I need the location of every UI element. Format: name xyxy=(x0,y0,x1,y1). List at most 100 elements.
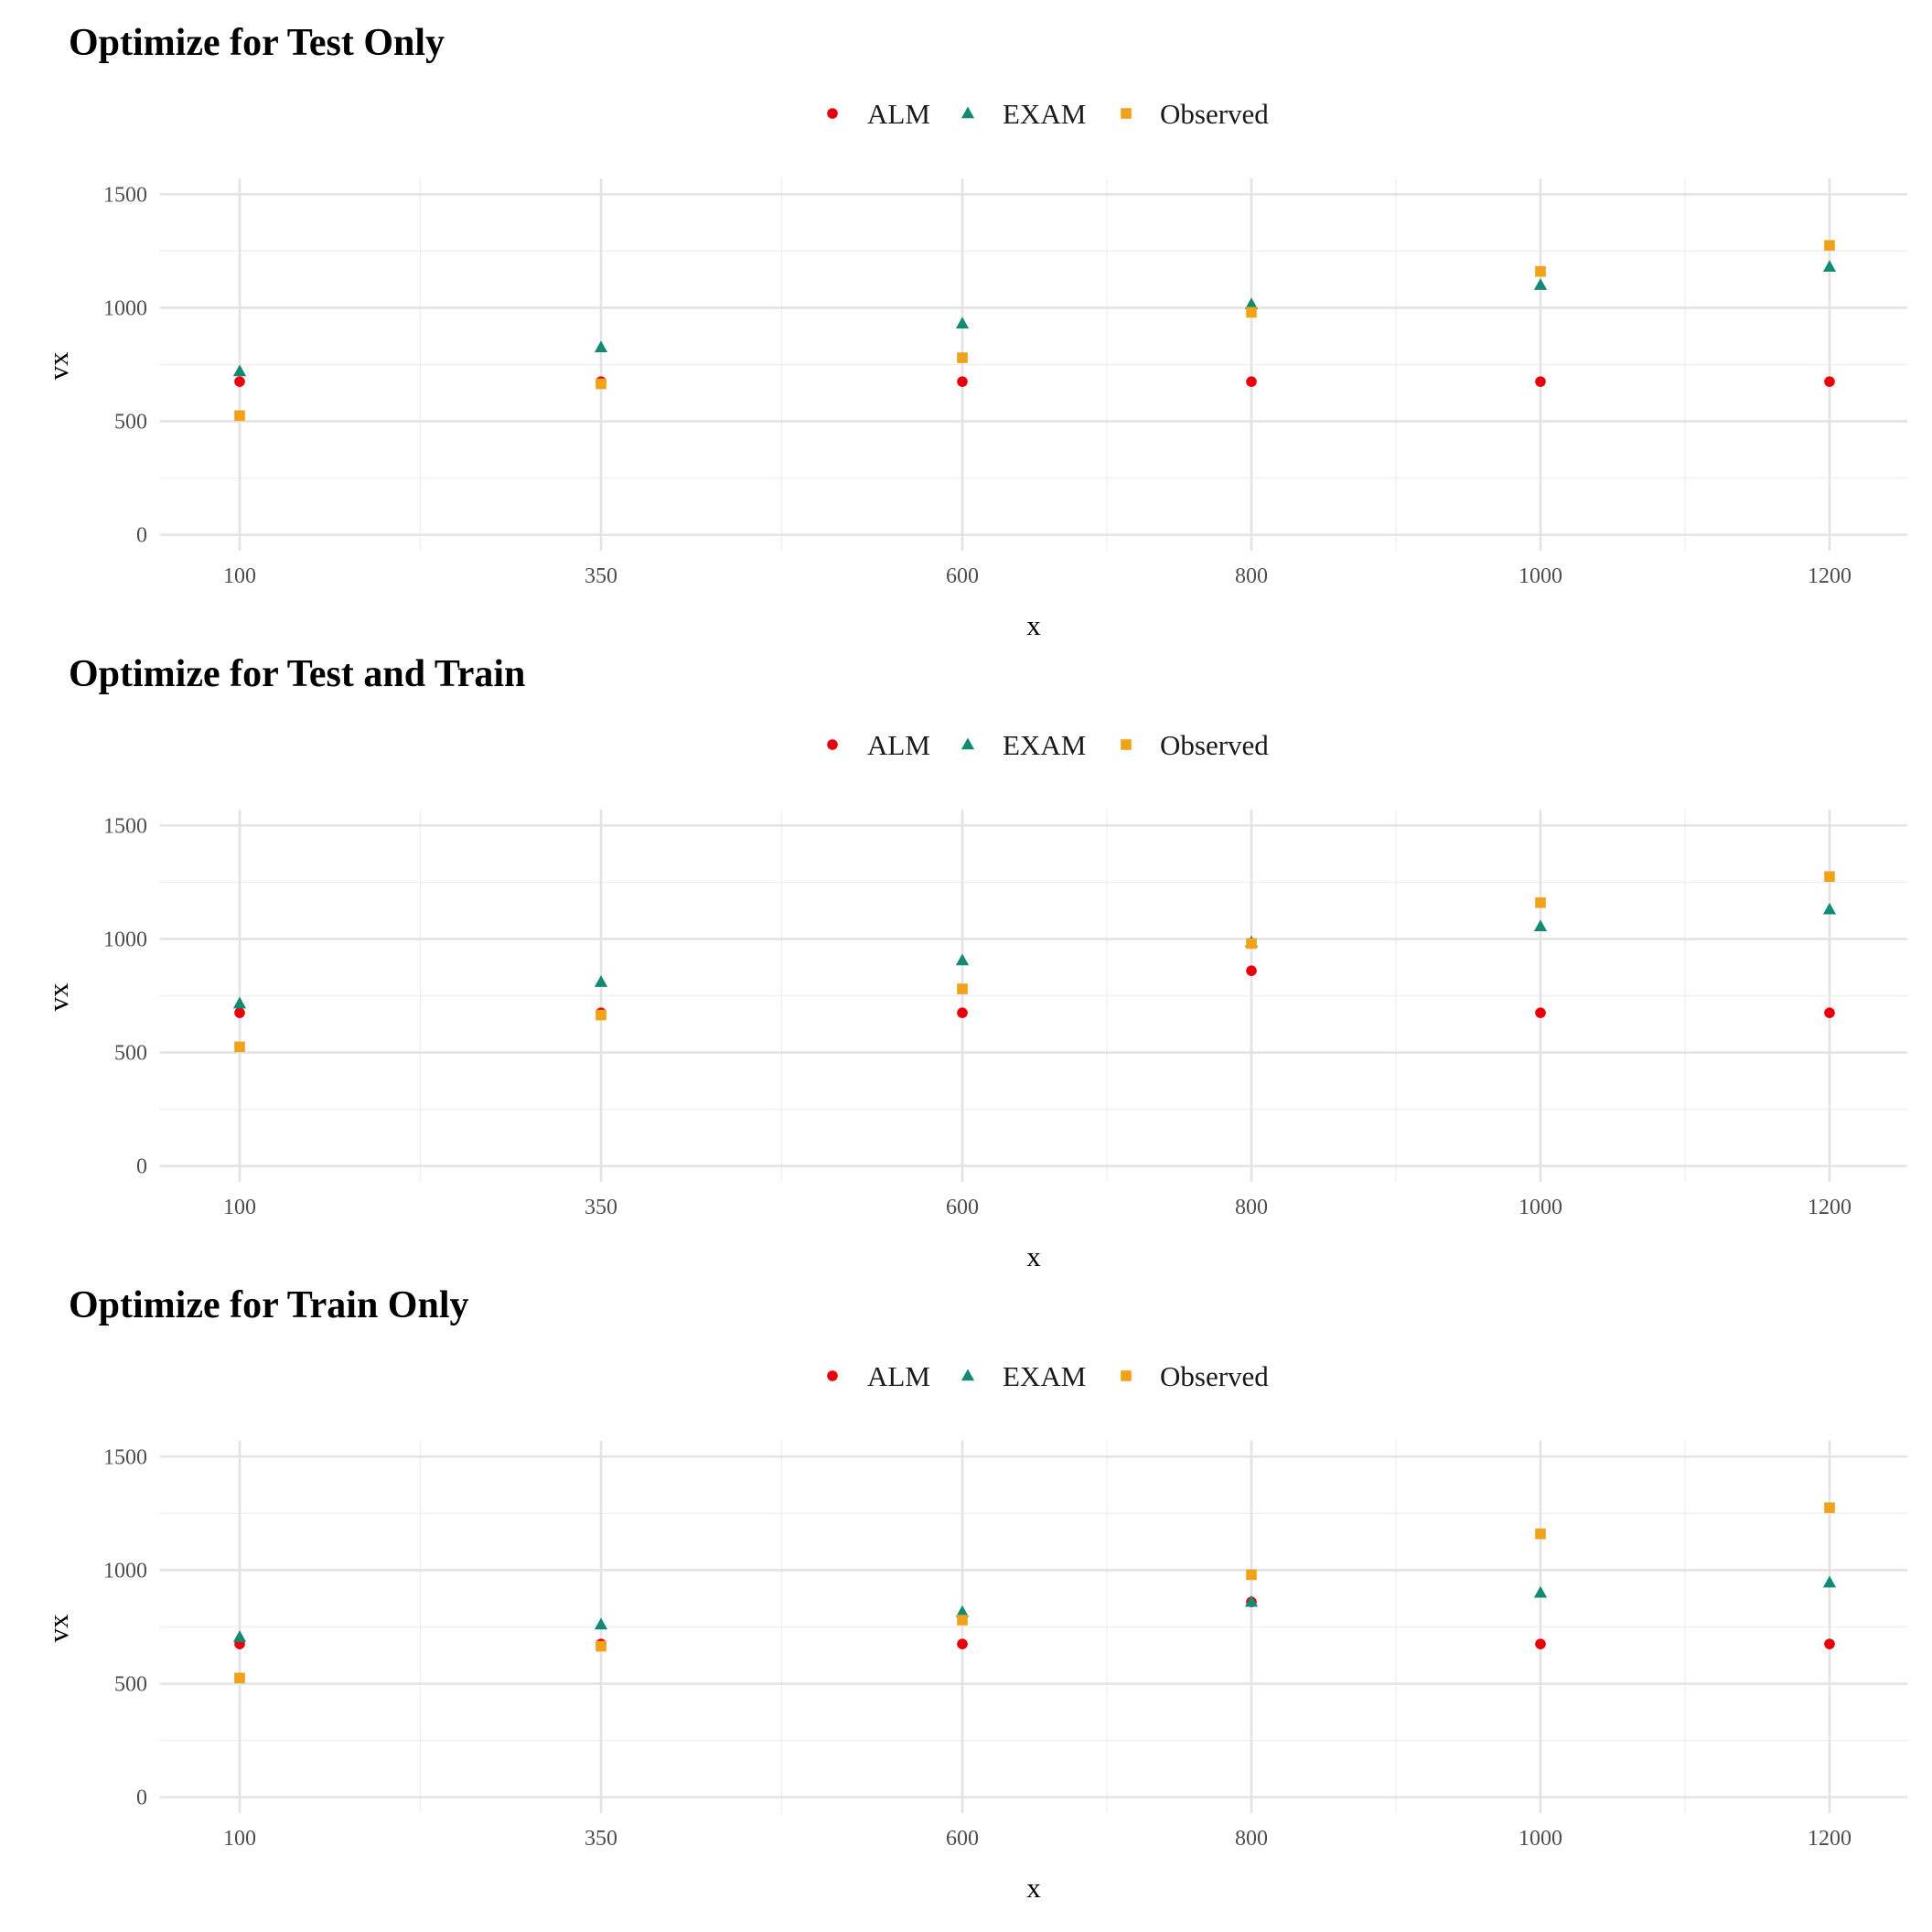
data-points xyxy=(232,240,1837,422)
point-exam xyxy=(1244,1594,1259,1607)
y-tick-label: 1500 xyxy=(103,183,147,207)
legend-item-exam: EXAM xyxy=(961,729,1086,761)
point-alm xyxy=(1824,1007,1835,1018)
series-observed xyxy=(234,1502,1835,1684)
point-alm xyxy=(1535,1638,1546,1649)
point-exam xyxy=(232,1630,247,1642)
chart-panel-2: Optimize for Test and Train ALM EXAM Observ… xyxy=(42,653,1907,1272)
point-alm xyxy=(957,376,968,387)
legend-item-observed: Observed xyxy=(1121,98,1269,130)
point-exam xyxy=(1822,260,1837,273)
point-alm xyxy=(957,1007,968,1018)
gridlines xyxy=(160,810,1907,1182)
x-tick-label: 800 xyxy=(1235,1196,1268,1219)
legend-label: ALM xyxy=(867,729,930,761)
y-tick-label: 1000 xyxy=(103,1559,147,1583)
point-alm xyxy=(234,1007,245,1018)
y-tick-label: 1000 xyxy=(103,928,147,951)
y-tick-label: 0 xyxy=(136,1787,147,1810)
x-axis-label: x xyxy=(1026,1872,1041,1904)
point-exam xyxy=(1533,278,1548,290)
point-observed xyxy=(596,1640,606,1652)
legend-label: EXAM xyxy=(1003,729,1086,761)
legend-marker-exam xyxy=(961,1368,975,1381)
point-exam xyxy=(232,996,247,1009)
x-tick-label: 600 xyxy=(946,564,979,588)
point-observed xyxy=(596,378,606,390)
y-axis-ticks: 0 500 1000 1500 xyxy=(103,183,147,547)
point-alm xyxy=(1246,965,1257,977)
series-observed xyxy=(234,871,1835,1053)
point-observed xyxy=(1246,306,1257,318)
x-axis-ticks: 100 350 600 800 1000 1200 xyxy=(223,1196,1852,1219)
legend-marker-exam xyxy=(961,106,975,119)
legend-item-alm: ALM xyxy=(827,729,930,761)
point-observed xyxy=(957,983,968,994)
legend-label: EXAM xyxy=(1003,1360,1086,1392)
point-observed xyxy=(957,1615,968,1626)
point-observed xyxy=(1824,1502,1835,1514)
x-tick-label: 1200 xyxy=(1808,1196,1852,1219)
point-alm xyxy=(234,376,245,387)
point-exam xyxy=(232,364,247,377)
legend-marker-observed xyxy=(1121,1370,1132,1381)
series-exam xyxy=(232,260,1837,377)
point-alm xyxy=(1824,1638,1835,1649)
chart-title: Optimize for Test Only xyxy=(69,22,445,64)
x-tick-label: 1000 xyxy=(1519,1196,1562,1219)
y-tick-label: 0 xyxy=(136,524,147,548)
x-axis-ticks: 100 350 600 800 1000 1200 xyxy=(223,564,1852,588)
legend-marker-observed xyxy=(1121,739,1132,750)
x-tick-label: 100 xyxy=(223,564,256,588)
x-tick-label: 600 xyxy=(946,1196,979,1219)
y-tick-label: 1500 xyxy=(103,1445,147,1469)
legend-label: Observed xyxy=(1160,729,1269,761)
legend-item-observed: Observed xyxy=(1121,729,1269,761)
point-exam xyxy=(594,975,608,987)
x-tick-label: 800 xyxy=(1235,564,1268,588)
point-exam xyxy=(955,317,970,329)
x-axis-label: x xyxy=(1026,1240,1041,1272)
point-observed xyxy=(1535,896,1546,908)
legend-marker-exam xyxy=(961,737,975,750)
x-tick-label: 350 xyxy=(585,1196,617,1219)
x-tick-label: 350 xyxy=(585,1827,617,1851)
x-tick-label: 1200 xyxy=(1808,1827,1852,1851)
point-alm xyxy=(1535,1007,1546,1018)
y-tick-label: 1000 xyxy=(103,296,147,320)
chart-panel-3: Optimize for Train Only ALM EXAM Observed 0 5… xyxy=(42,1284,1907,1904)
y-axis-label: vx xyxy=(42,982,74,1012)
x-tick-label: 350 xyxy=(585,564,617,588)
x-tick-label: 1000 xyxy=(1519,564,1562,588)
legend-label: ALM xyxy=(867,1360,930,1392)
point-observed xyxy=(234,1672,245,1684)
point-observed xyxy=(1535,1528,1546,1540)
legend: ALM EXAM Observed xyxy=(827,1360,1269,1392)
point-alm xyxy=(1246,376,1257,387)
point-observed xyxy=(1824,871,1835,883)
legend-item-exam: EXAM xyxy=(961,1360,1086,1392)
point-exam xyxy=(1533,1585,1548,1598)
point-observed xyxy=(1535,265,1546,277)
legend: ALM EXAM Observed xyxy=(827,729,1269,761)
point-observed xyxy=(234,410,245,422)
legend-label: Observed xyxy=(1160,98,1269,130)
y-tick-label: 500 xyxy=(114,411,147,435)
data-points xyxy=(232,1502,1837,1684)
y-axis-ticks: 0 500 1000 1500 xyxy=(103,1445,147,1809)
x-tick-label: 1200 xyxy=(1808,564,1852,588)
y-tick-label: 0 xyxy=(136,1155,147,1179)
x-tick-label: 1000 xyxy=(1519,1827,1562,1851)
series-alm xyxy=(234,965,1835,1018)
point-exam xyxy=(1244,297,1259,309)
y-axis-label: vx xyxy=(42,351,74,381)
point-exam xyxy=(1822,902,1837,915)
point-observed xyxy=(1246,1569,1257,1581)
x-tick-label: 800 xyxy=(1235,1827,1268,1851)
point-observed xyxy=(1246,938,1257,950)
point-exam xyxy=(1822,1575,1837,1588)
y-tick-label: 500 xyxy=(114,1673,147,1697)
data-points xyxy=(232,871,1837,1053)
x-tick-label: 100 xyxy=(223,1827,256,1851)
